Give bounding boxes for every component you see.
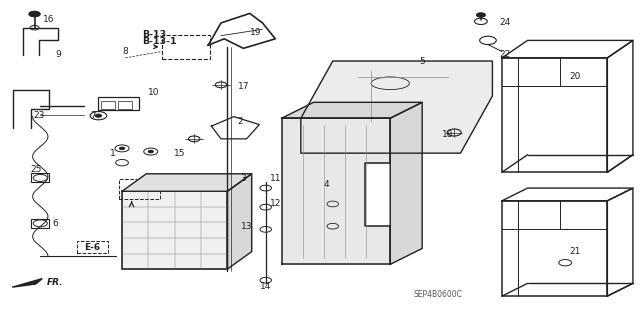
- Text: B-13: B-13: [143, 30, 166, 39]
- Text: 14: 14: [260, 282, 271, 291]
- Text: FR.: FR.: [47, 278, 63, 287]
- Text: 24: 24: [500, 19, 511, 27]
- Text: 18: 18: [442, 130, 454, 138]
- Circle shape: [148, 150, 154, 153]
- Polygon shape: [390, 102, 422, 264]
- Polygon shape: [282, 118, 390, 264]
- Polygon shape: [122, 174, 252, 191]
- Text: E-6: E-6: [84, 243, 100, 252]
- Text: 12: 12: [269, 199, 281, 208]
- Text: 19: 19: [250, 28, 262, 37]
- Text: B-13-1: B-13-1: [143, 38, 177, 47]
- Text: 7: 7: [90, 111, 96, 120]
- Text: 23: 23: [33, 111, 45, 120]
- Bar: [502, 58, 607, 172]
- Polygon shape: [282, 102, 422, 118]
- Bar: [502, 201, 607, 296]
- Text: 3: 3: [241, 174, 246, 183]
- Text: 20: 20: [570, 72, 581, 81]
- Text: 8: 8: [122, 47, 128, 56]
- Text: 13: 13: [241, 222, 252, 231]
- Circle shape: [476, 13, 485, 17]
- Text: 15: 15: [173, 149, 185, 158]
- Bar: [122, 191, 227, 269]
- Bar: [31, 219, 49, 228]
- Polygon shape: [227, 174, 252, 269]
- Text: 21: 21: [570, 247, 581, 256]
- Text: 17: 17: [237, 82, 249, 91]
- Bar: [77, 241, 108, 253]
- Text: 11: 11: [269, 174, 281, 183]
- Bar: [31, 174, 49, 182]
- Text: 9: 9: [55, 50, 61, 59]
- Polygon shape: [12, 278, 42, 287]
- Bar: [162, 35, 209, 59]
- Bar: [98, 97, 140, 110]
- Text: 25: 25: [30, 165, 42, 174]
- Text: 5: 5: [419, 56, 425, 65]
- Text: 22: 22: [500, 50, 511, 59]
- Text: 2: 2: [237, 117, 243, 126]
- Circle shape: [95, 114, 102, 117]
- Text: 6: 6: [52, 219, 58, 227]
- Polygon shape: [301, 61, 492, 153]
- Bar: [119, 179, 161, 199]
- Text: 4: 4: [324, 181, 329, 189]
- Text: SEP4B0600C: SEP4B0600C: [413, 290, 463, 299]
- Bar: [118, 101, 132, 109]
- Text: 10: 10: [148, 88, 160, 97]
- Circle shape: [120, 147, 125, 150]
- Text: 1: 1: [109, 149, 115, 158]
- Bar: [101, 101, 115, 109]
- Text: 16: 16: [43, 15, 54, 24]
- Circle shape: [29, 11, 40, 17]
